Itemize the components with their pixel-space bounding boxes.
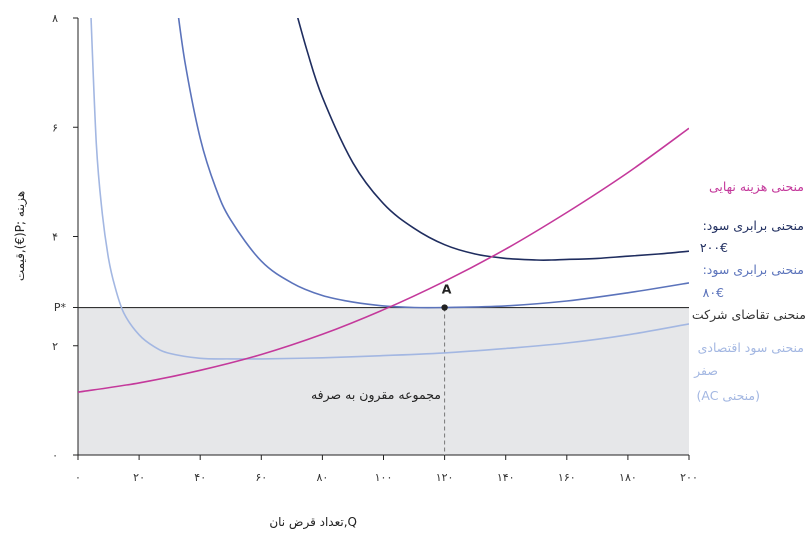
x-tick-label: ۲۰ <box>133 471 145 484</box>
iso80-curve-label: ۸۰€ <box>703 285 724 300</box>
x-axis-title: Q,تعداد قرض نان <box>269 515 357 530</box>
x-tick-label: ۲۰۰ <box>680 471 698 484</box>
curves-group <box>78 18 689 393</box>
ac-curve <box>90 18 689 360</box>
curve-labels: منحنی سود اقتصادی صفر (منحنی AC) منحنی براب… <box>693 179 804 403</box>
mc-curve-label: منحنی هزینه نهایی <box>709 179 804 195</box>
x-tick-label: ۶۰ <box>255 471 267 484</box>
ac-curve-label: منحنی سود اقتصادی <box>698 340 804 356</box>
y-tick-label: ۰ <box>52 449 58 462</box>
x-tick-label: ۴۰ <box>194 471 206 484</box>
x-tick-label: ۱۲۰ <box>436 471 454 484</box>
y-tick-label: ۲ <box>52 340 58 353</box>
point-a-marker <box>441 304 448 311</box>
consumer-surplus-area <box>78 307 689 455</box>
iso200-curve-label: ۲۰۰€ <box>700 240 728 255</box>
consumer-surplus-label: مجموعه مقرون به صرفه <box>311 387 441 403</box>
ac-curve-label: صفر <box>693 363 718 379</box>
x-tick-label: ۱۴۰ <box>497 471 515 484</box>
iso200-curve <box>296 18 689 261</box>
x-tick-label: ۱۶۰ <box>558 471 576 484</box>
y-tick-label: ۶ <box>52 121 58 134</box>
y-axis-title: هزینه ;P(€),قیمت <box>13 191 28 281</box>
x-tick-label: ۱۰۰ <box>375 471 393 484</box>
y-axis: ۰ ۲ ۴ ۶ ۸ <box>52 12 79 462</box>
point-a-label: A <box>442 282 452 297</box>
ac-curve-label: (منحنی AC) <box>696 388 760 403</box>
x-axis: ۰ ۲۰ ۴۰ ۶۰ ۸۰ ۱۰۰ ۱۲۰ ۱۴۰ ۱۶۰ ۱۸۰ ۲۰۰ <box>75 454 698 484</box>
y-tick-label: ۴ <box>52 231 58 244</box>
iso80-curve-label: منحنی برابری سود: <box>703 262 804 278</box>
iso200-curve-label: منحنی برابری سود: <box>703 218 804 234</box>
demand-curve-label: منحنی تقاضای شرکت <box>692 307 806 323</box>
x-tick-label: ۰ <box>75 471 81 484</box>
x-tick-label: ۱۸۰ <box>619 471 637 484</box>
p-star-label: P* <box>54 301 67 314</box>
mc-curve <box>78 127 689 393</box>
iso80-curve <box>177 18 689 309</box>
x-tick-label: ۸۰ <box>316 471 328 484</box>
y-tick-label: ۸ <box>52 12 58 25</box>
